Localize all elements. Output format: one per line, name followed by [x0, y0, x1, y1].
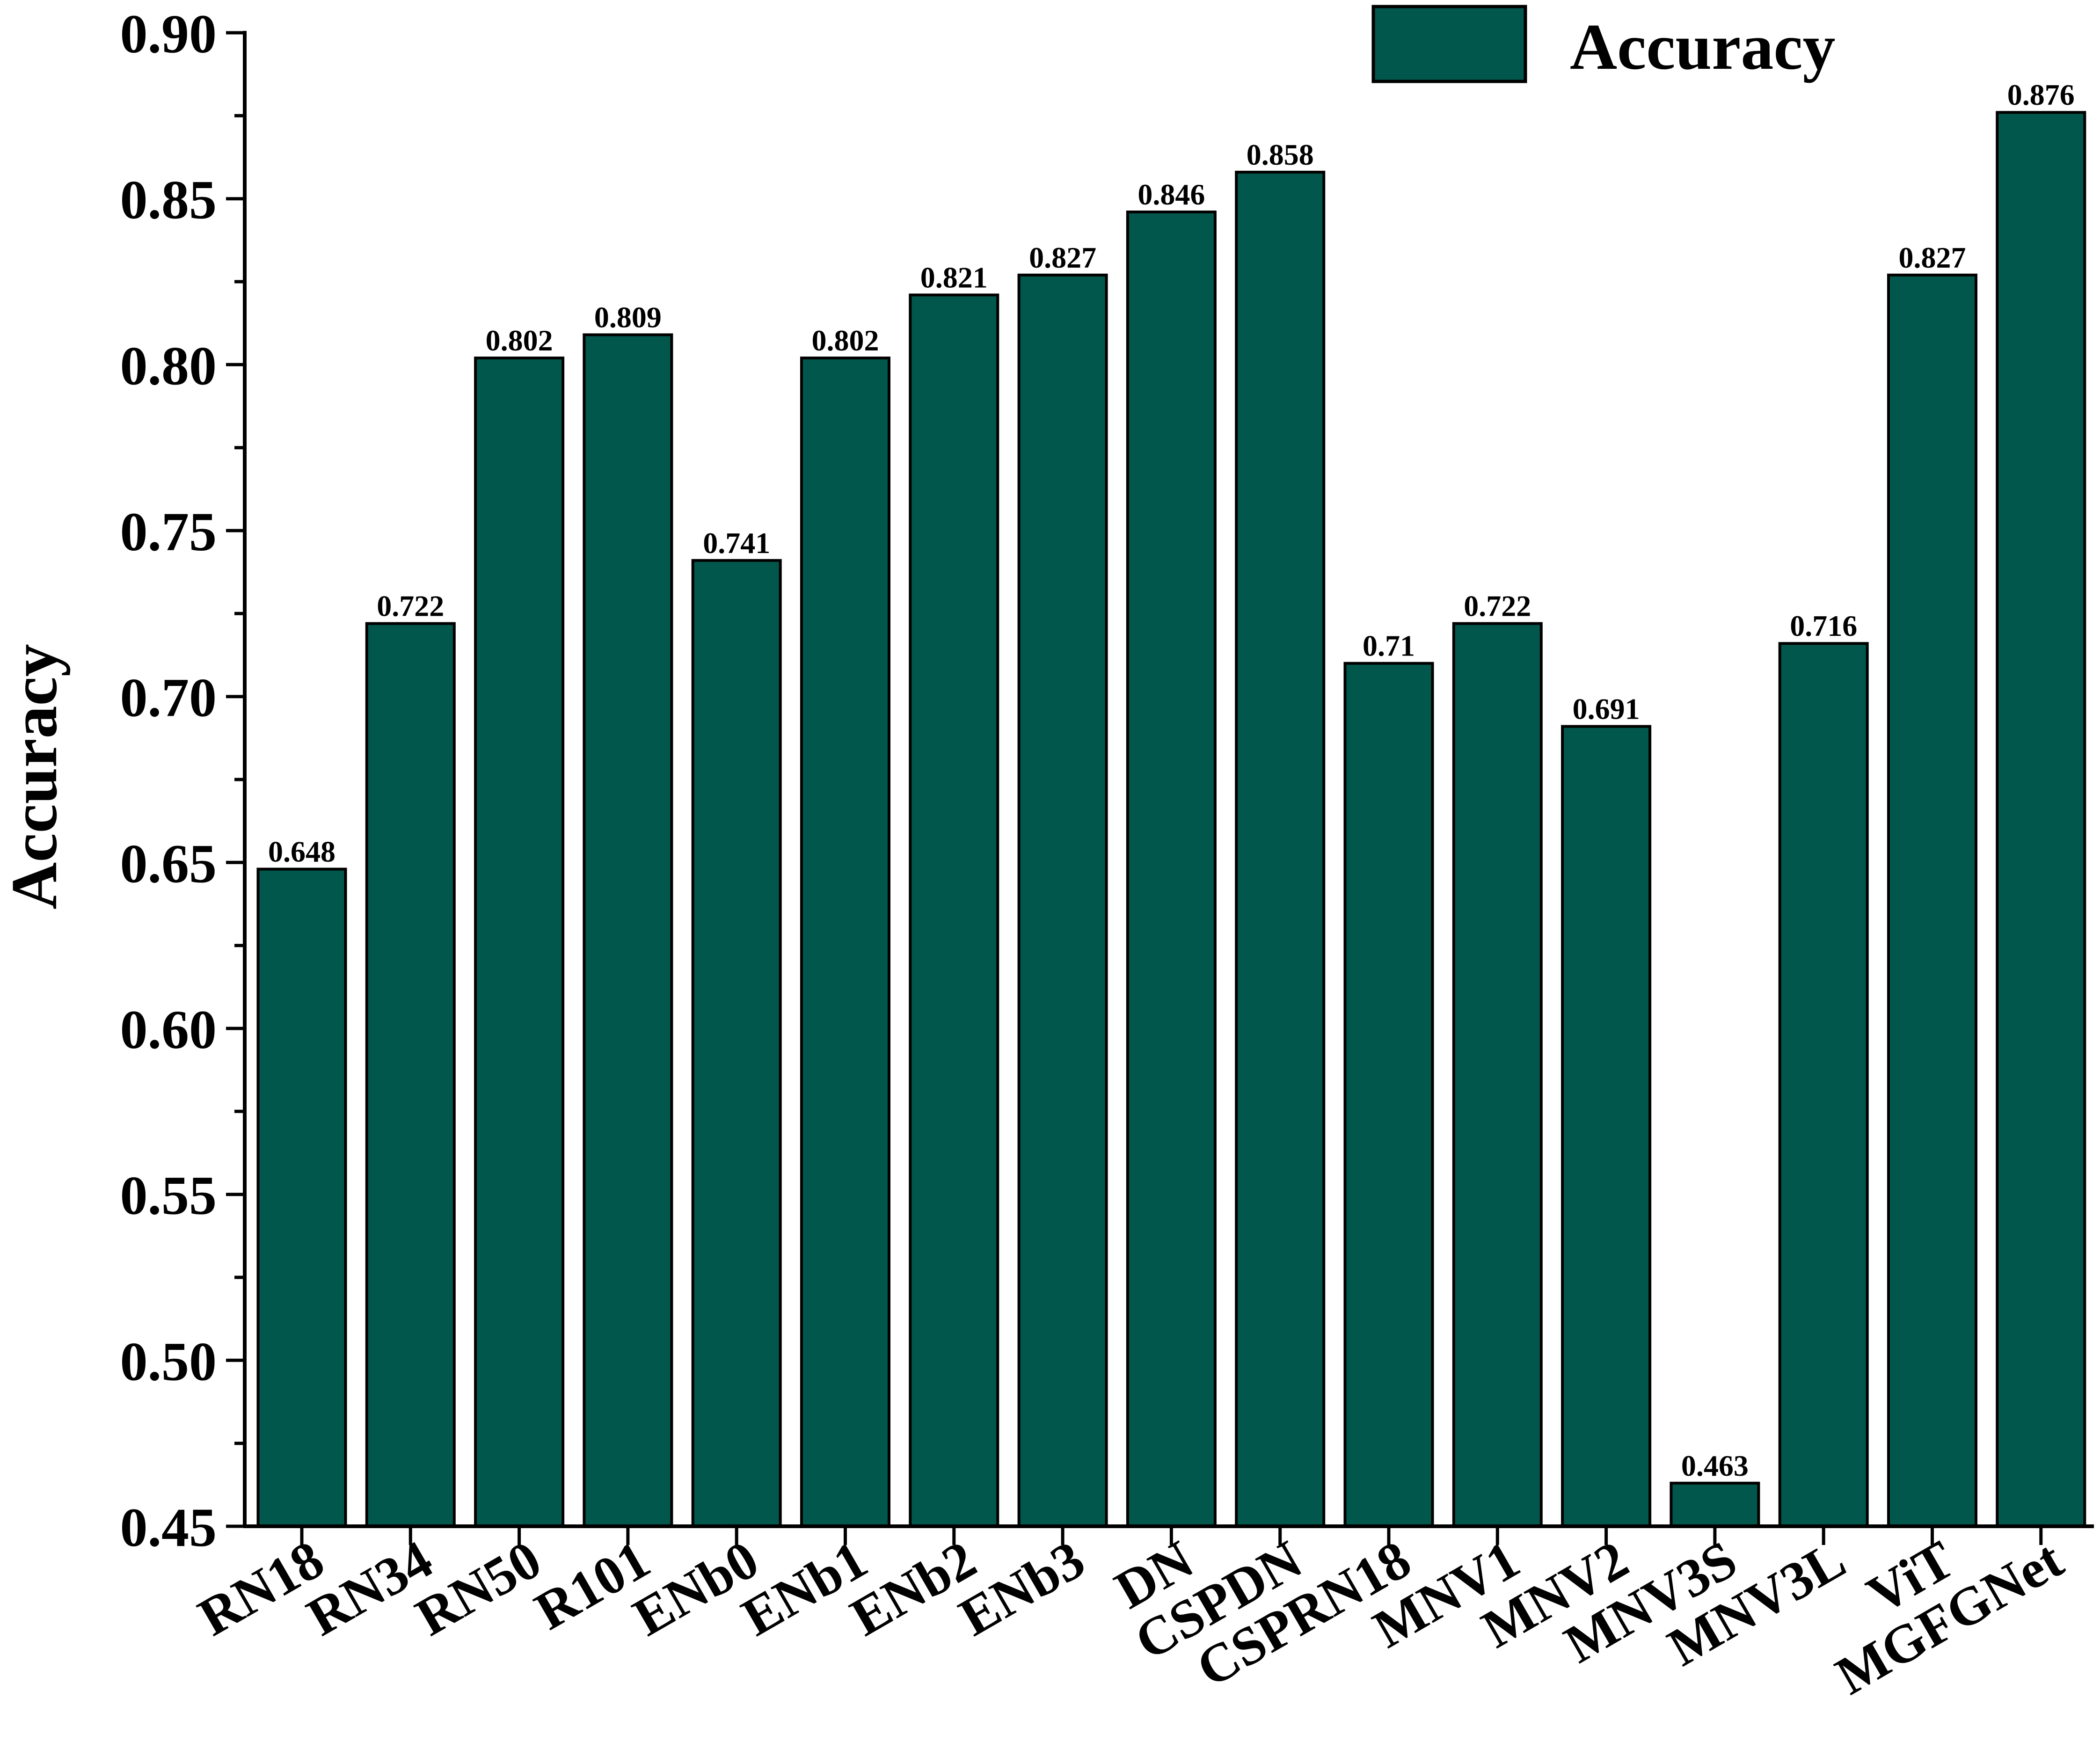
y-axis-title: Accuracy — [0, 644, 71, 910]
value-label-cspdn: 0.858 — [1247, 138, 1314, 171]
value-label-mgfgnet: 0.876 — [2007, 78, 2075, 111]
bar-cspdn — [1235, 170, 1326, 1528]
y-tick-label: 0.60 — [120, 999, 217, 1060]
bar-csprn18 — [1343, 662, 1434, 1528]
y-tick-label: 0.55 — [120, 1165, 217, 1226]
bar-enb2 — [909, 293, 999, 1528]
value-labels-layer: 0.648 0.722 0.802 0.809 0.741 0.802 0.821 0.827… — [268, 78, 2075, 1482]
value-label-vit: 0.827 — [1899, 241, 1966, 274]
y-tick-label: 0.90 — [120, 3, 217, 65]
value-label-enb0: 0.741 — [703, 526, 770, 560]
x-tick-label-enb3: ENb3 — [949, 1530, 1094, 1648]
bar-vit — [1887, 273, 1977, 1528]
value-label-rn50: 0.802 — [486, 324, 553, 357]
y-tick-label: 0.80 — [120, 335, 217, 396]
value-label-enb1: 0.802 — [812, 324, 879, 357]
bar-rn34 — [365, 622, 456, 1528]
y-ticks-layer: 0.45 0.50 0.55 0.60 0.65 0.70 0.75 0.80 0.85 0.90 — [120, 3, 245, 1558]
bar-mgfgnet — [1996, 111, 2086, 1528]
bars-layer — [256, 111, 2086, 1528]
legend-swatch — [1371, 5, 1527, 83]
value-label-enb2: 0.821 — [920, 261, 988, 294]
y-tick-label: 0.70 — [120, 667, 217, 729]
bar-r101 — [583, 333, 673, 1528]
bar-dn — [1126, 211, 1217, 1528]
y-tick-label: 0.75 — [120, 501, 217, 562]
y-tick-label: 0.85 — [120, 169, 217, 231]
value-label-mnv1: 0.722 — [1464, 590, 1531, 623]
value-label-mnv3l: 0.716 — [1790, 609, 1857, 642]
value-label-r101: 0.809 — [594, 301, 662, 334]
x-tick-label-r101: R101 — [525, 1530, 660, 1642]
y-tick-label: 0.65 — [120, 833, 217, 894]
bar-mnv3l — [1778, 642, 1869, 1528]
legend: Accuracy — [1371, 5, 1836, 83]
y-tick-label: 0.45 — [120, 1497, 217, 1558]
bar-rn18 — [256, 867, 347, 1528]
value-label-enb3: 0.827 — [1029, 241, 1096, 274]
value-label-rn34: 0.722 — [377, 590, 444, 623]
bar-rn50 — [474, 357, 565, 1528]
value-label-mnv3s: 0.463 — [1681, 1449, 1749, 1482]
y-tick-label: 0.50 — [120, 1331, 217, 1392]
x-tick-label-mgfgnet: MGFGNet — [1826, 1529, 2073, 1706]
value-label-csprn18: 0.71 — [1363, 629, 1415, 663]
bar-mnv3s — [1670, 1481, 1760, 1528]
bar-mnv2 — [1561, 725, 1652, 1528]
value-label-mnv2: 0.691 — [1573, 692, 1640, 726]
legend-label: Accuracy — [1570, 11, 1836, 83]
value-label-rn18: 0.648 — [268, 835, 335, 868]
bar-enb3 — [1017, 273, 1108, 1528]
bar-enb1 — [800, 357, 890, 1528]
bar-mnv1 — [1452, 622, 1543, 1528]
bar-enb0 — [691, 559, 782, 1528]
value-label-dn: 0.846 — [1138, 178, 1205, 211]
